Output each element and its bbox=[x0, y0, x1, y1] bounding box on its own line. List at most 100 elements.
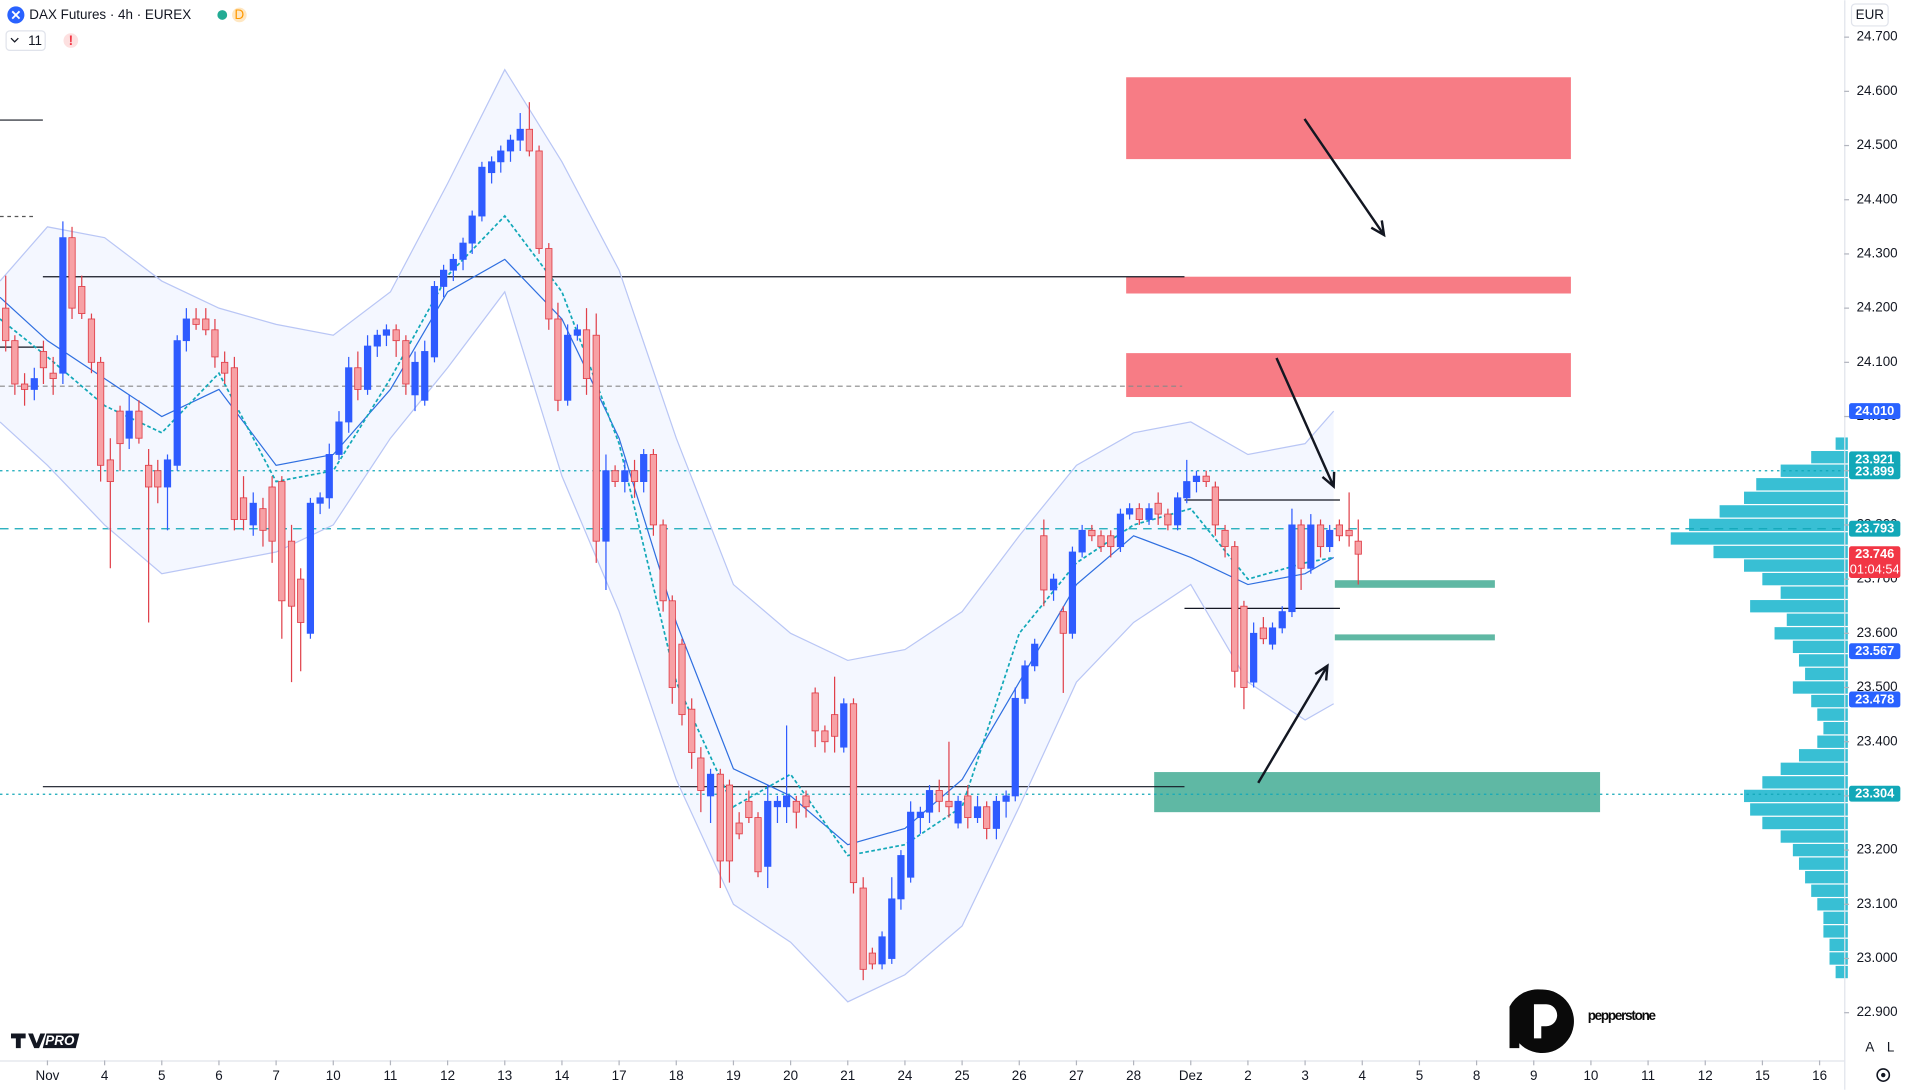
candle-body bbox=[449, 258, 457, 271]
y-tick-label: 23.600 bbox=[1857, 625, 1898, 640]
candle bbox=[735, 812, 743, 840]
indicators-toggle[interactable] bbox=[5, 30, 46, 51]
candle bbox=[106, 438, 114, 569]
y-tick-label: 24.300 bbox=[1857, 245, 1898, 260]
candle-body bbox=[135, 410, 143, 439]
indicator-line bbox=[0, 214, 1334, 857]
candle-body bbox=[145, 464, 153, 488]
candle-body bbox=[1307, 524, 1315, 569]
warning-icon[interactable] bbox=[63, 33, 79, 48]
volume-profile-bar bbox=[1798, 857, 1848, 870]
volume-profile-bar bbox=[1817, 708, 1848, 721]
volume-profile-bar bbox=[1811, 694, 1848, 708]
candle-body bbox=[1107, 535, 1115, 548]
candle-body bbox=[602, 470, 610, 542]
candle bbox=[897, 850, 905, 910]
candle-body bbox=[935, 790, 943, 802]
candle-body bbox=[239, 497, 248, 520]
candle-body bbox=[11, 340, 19, 385]
gear-hub bbox=[1881, 1072, 1886, 1078]
candle-body bbox=[582, 329, 591, 380]
volume-profile-bar bbox=[1762, 816, 1848, 830]
candle bbox=[1164, 508, 1172, 531]
log-scale-button[interactable]: L bbox=[1887, 1040, 1895, 1055]
auto-scale-button[interactable]: A bbox=[1865, 1040, 1874, 1055]
candle bbox=[1021, 660, 1029, 704]
price-label-box bbox=[1849, 785, 1901, 802]
candle bbox=[1354, 519, 1362, 585]
delay-badge-text: D bbox=[235, 7, 245, 22]
candle-body bbox=[1183, 481, 1191, 499]
candle bbox=[1002, 790, 1010, 818]
candle-body bbox=[1354, 540, 1362, 555]
price-label: 23.746 bbox=[1855, 546, 1894, 561]
candle-body bbox=[259, 508, 267, 531]
candle bbox=[1231, 541, 1239, 688]
candle-body bbox=[440, 269, 448, 287]
candle bbox=[1078, 524, 1086, 558]
candle-body bbox=[268, 486, 276, 542]
x-tick-label: 13 bbox=[497, 1068, 512, 1083]
candle bbox=[49, 356, 57, 395]
x-tick-label: 18 bbox=[669, 1068, 684, 1083]
band-fill bbox=[0, 69, 1334, 1002]
candle-body bbox=[459, 242, 467, 260]
candle bbox=[325, 443, 333, 509]
candle-body bbox=[392, 329, 400, 342]
candle-body bbox=[831, 714, 839, 737]
candle-body bbox=[382, 329, 391, 336]
candle bbox=[1154, 492, 1162, 525]
candle bbox=[935, 779, 943, 813]
candle-body bbox=[992, 800, 1001, 829]
candle bbox=[1345, 492, 1353, 547]
candle bbox=[868, 947, 876, 970]
candle bbox=[602, 454, 610, 590]
candle-body bbox=[1049, 578, 1058, 591]
candle-body bbox=[535, 150, 543, 249]
settings-button[interactable] bbox=[1876, 1068, 1891, 1082]
x-tick-label: 21 bbox=[840, 1068, 855, 1083]
candle bbox=[1250, 622, 1258, 688]
candle bbox=[1031, 638, 1039, 672]
tv-logo-mark bbox=[10, 1033, 46, 1049]
candle-body bbox=[78, 286, 86, 314]
candle bbox=[30, 367, 38, 401]
candle-body bbox=[773, 800, 782, 808]
candle-body bbox=[306, 502, 315, 634]
x-tick-label: Nov bbox=[36, 1068, 60, 1083]
volume-profile-bar bbox=[1792, 681, 1848, 694]
tv-pro: PRO bbox=[45, 1033, 75, 1048]
candle-body bbox=[506, 139, 515, 152]
candle-body bbox=[402, 340, 410, 385]
symbol-title[interactable]: DAX Futures · 4h · EUREX bbox=[29, 7, 191, 22]
candle-body bbox=[878, 936, 886, 965]
x-tick-label: 4 bbox=[101, 1068, 109, 1083]
candle-body bbox=[688, 708, 696, 753]
candle-body bbox=[973, 806, 982, 819]
candle bbox=[640, 449, 648, 493]
candle bbox=[392, 324, 400, 357]
candle bbox=[697, 747, 705, 813]
candle-body bbox=[335, 421, 343, 455]
candle-body bbox=[888, 898, 896, 959]
candle bbox=[849, 698, 858, 894]
candle-body bbox=[249, 502, 257, 526]
price-label: 24.010 bbox=[1855, 403, 1894, 418]
zone bbox=[1334, 580, 1495, 588]
candle bbox=[1125, 503, 1134, 520]
candle bbox=[430, 281, 439, 363]
candle-body bbox=[792, 800, 800, 813]
candle bbox=[516, 113, 524, 151]
x-tick-label: 6 bbox=[215, 1068, 222, 1083]
candle bbox=[545, 243, 553, 330]
candle bbox=[1240, 600, 1248, 710]
candle bbox=[773, 795, 782, 824]
volume-profile-bar bbox=[1670, 532, 1848, 545]
candle bbox=[2, 275, 10, 352]
candle bbox=[125, 394, 133, 450]
candle bbox=[287, 524, 296, 683]
currency-button[interactable] bbox=[1850, 3, 1889, 27]
legend: DAX Futures · 4h · EUREX D 11 ! EUR bbox=[2, 2, 1889, 51]
candle bbox=[39, 340, 48, 385]
